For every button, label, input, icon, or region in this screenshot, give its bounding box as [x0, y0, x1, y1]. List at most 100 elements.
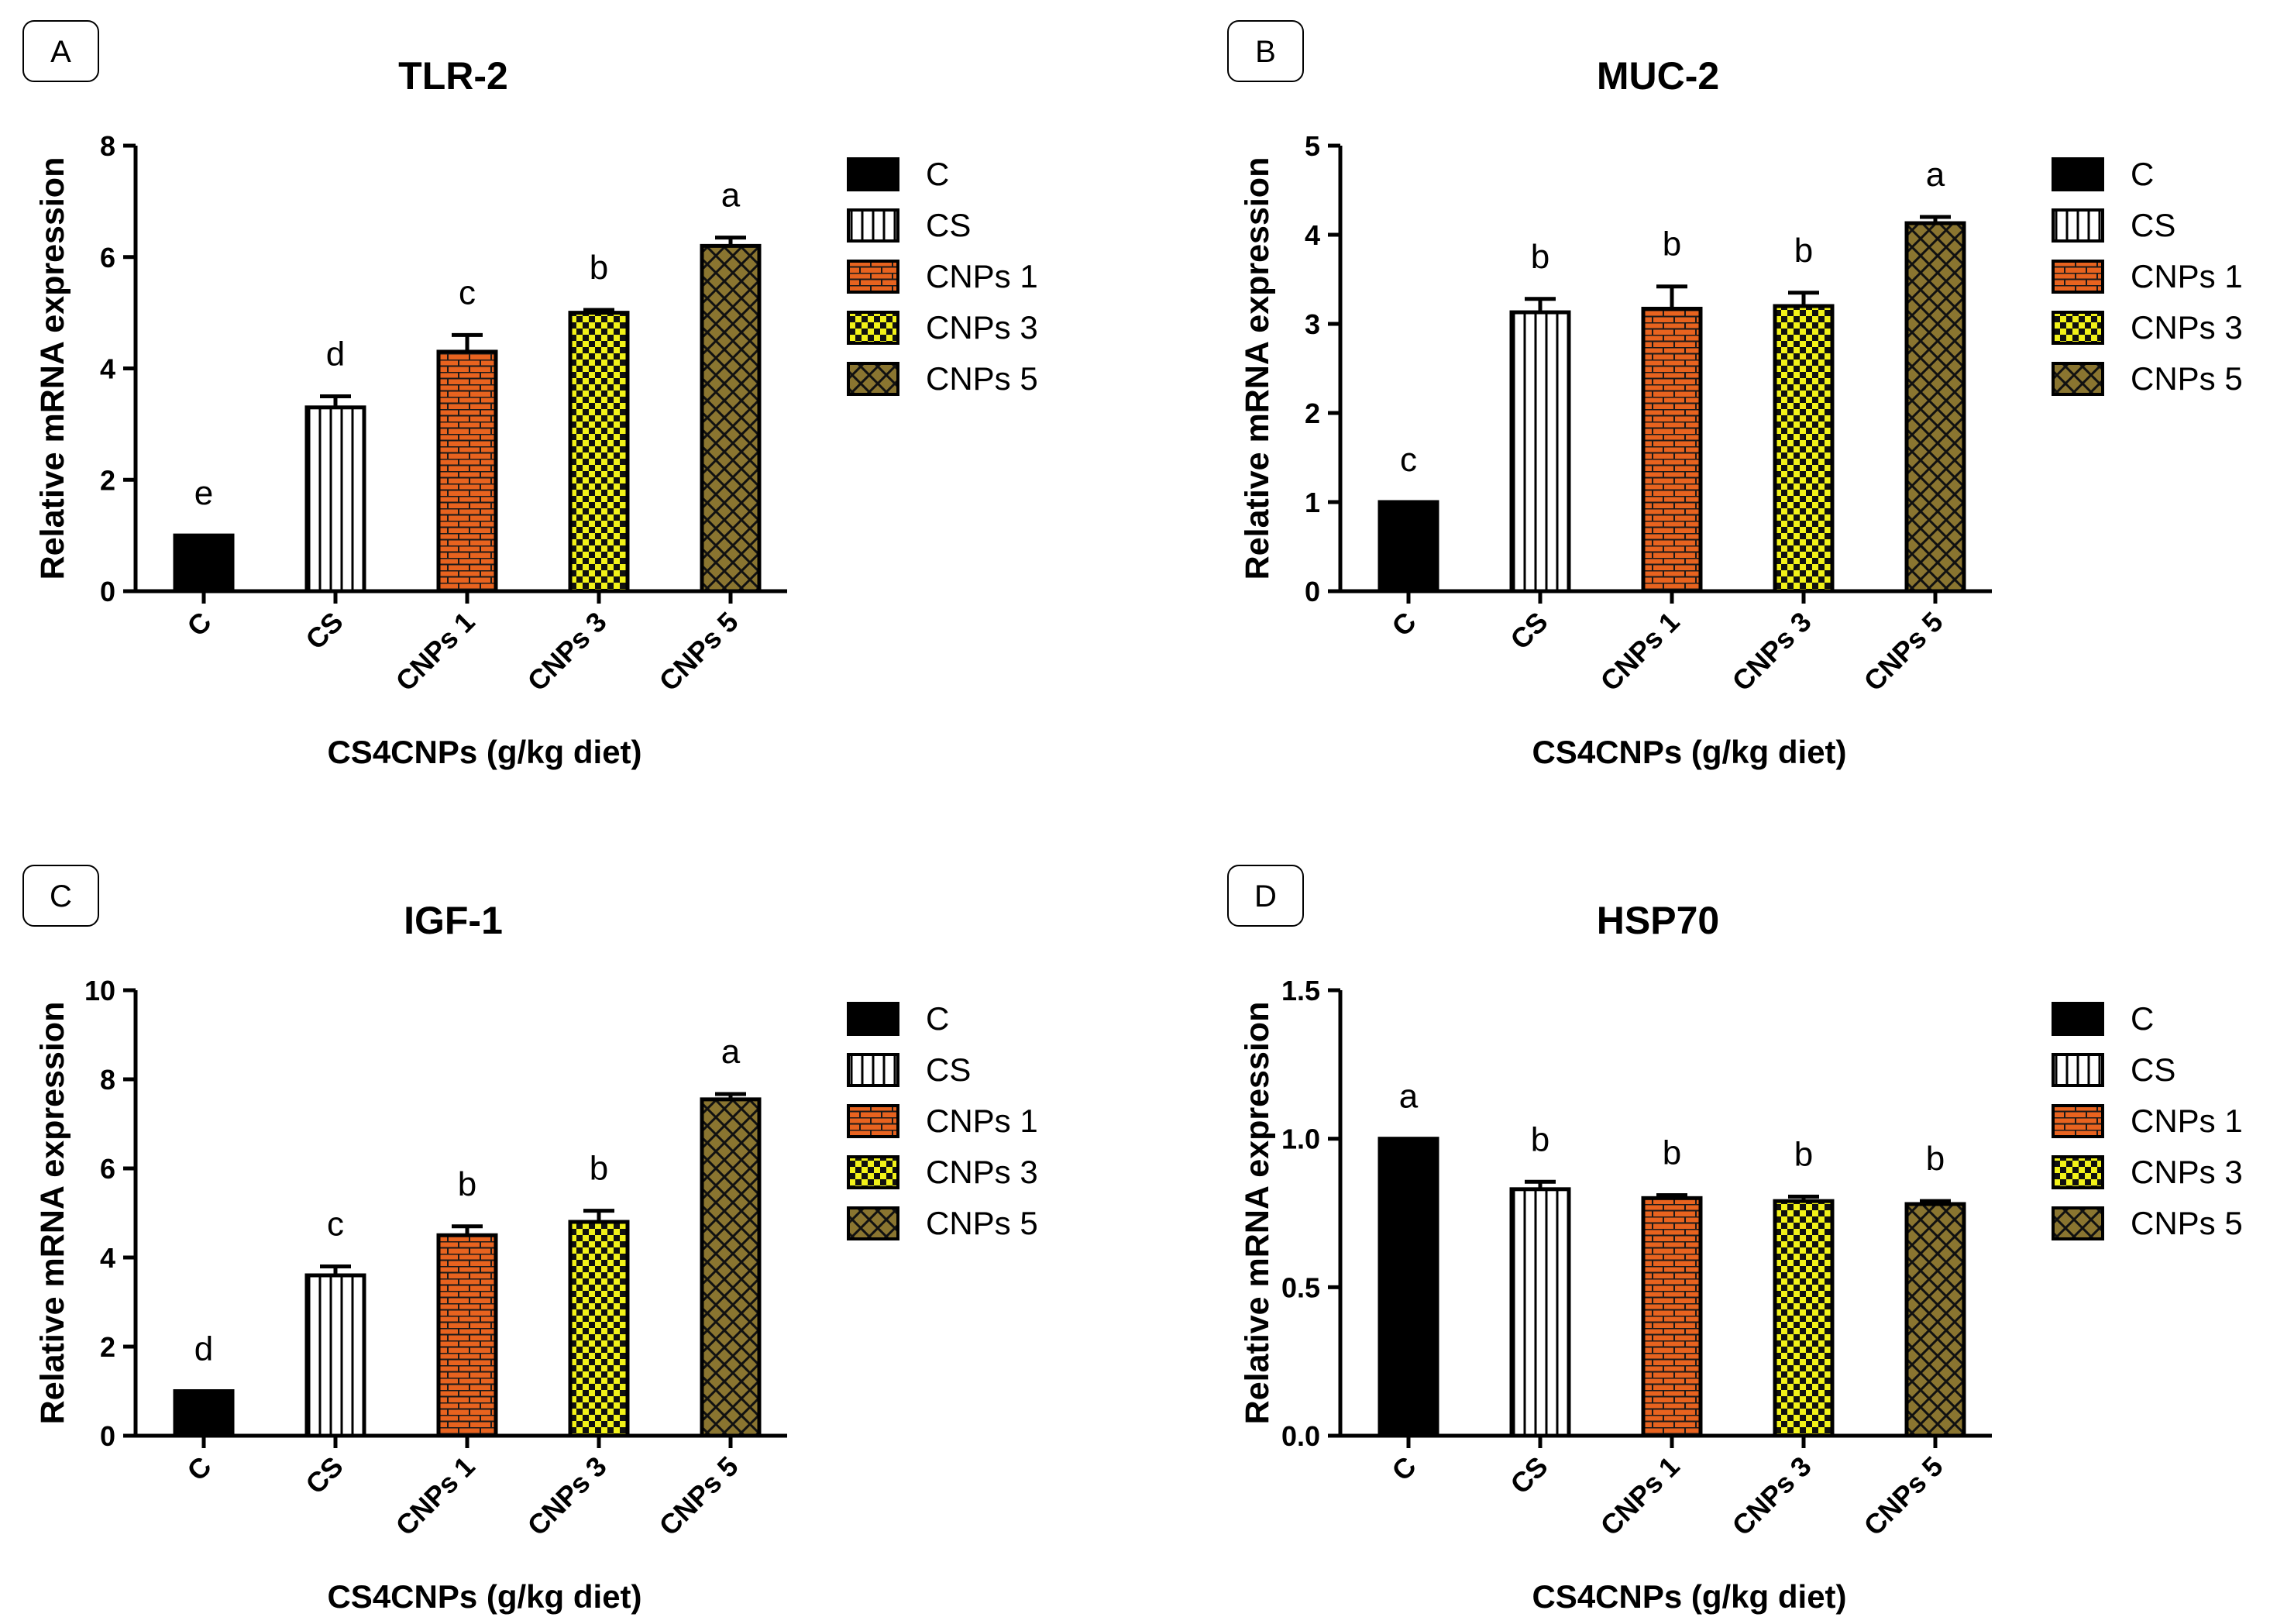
legend-label: CNPs 5 [926, 1205, 1038, 1241]
significance-letter: e [194, 474, 213, 512]
bar-cnps-3 [568, 1220, 630, 1438]
x-tick-label: CNPs 5 [1858, 606, 1949, 697]
bar-cnps-5 [700, 1097, 762, 1438]
legend-label: CS [2131, 1051, 2175, 1088]
chart-title: MUC-2 [1597, 54, 1719, 98]
y-tick-label: 0.0 [1281, 1420, 1320, 1452]
x-tick-label: CNPs 1 [390, 1450, 481, 1542]
x-tick-label: CNPs 3 [1726, 606, 1818, 697]
y-tick-label: 3 [1305, 308, 1320, 340]
x-tick-label: CNPs 3 [1726, 1450, 1818, 1542]
significance-letter: a [721, 177, 741, 215]
y-tick-label: 2 [100, 464, 115, 496]
panel-label-box [22, 20, 99, 82]
significance-letter: b [1794, 1135, 1813, 1173]
significance-letter: a [1926, 156, 1945, 194]
y-tick-label: 4 [100, 353, 115, 385]
significance-letter: b [1531, 1120, 1549, 1158]
bar-cs [1509, 1187, 1571, 1438]
significance-letter: b [1926, 1140, 1945, 1178]
bar-cnps-5 [700, 243, 762, 594]
chart-title: HSP70 [1597, 899, 1719, 942]
y-tick-label: 4 [100, 1242, 115, 1274]
legend-swatch [2052, 1155, 2104, 1189]
significance-letter: a [721, 1033, 741, 1071]
panel-label-box [1227, 865, 1304, 927]
y-tick-label: 0.5 [1281, 1271, 1320, 1303]
legend-label: CNPs 1 [926, 258, 1038, 294]
legend-label: CS [926, 207, 971, 243]
x-tick-label: CNPs 5 [653, 1450, 745, 1542]
panel-label: C [50, 879, 72, 914]
legend-label: CNPs 3 [926, 309, 1038, 346]
legend-swatch [847, 157, 899, 191]
x-tick-label: CS [1504, 1450, 1553, 1500]
legend-label: CS [926, 1051, 971, 1088]
legend-swatch [847, 1206, 899, 1240]
legend-swatch [2052, 1206, 2104, 1240]
legend-swatch [2052, 208, 2104, 243]
x-axis-title: CS4CNPs (g/kg diet) [327, 1578, 641, 1615]
significance-letter: d [194, 1330, 213, 1368]
panel-A: A TLR-2 0 2 4 6 8 Relative mRNA expression e Cd CS… [22, 20, 1038, 770]
x-tick-label: C [1385, 606, 1422, 642]
bar-cnps-1 [1641, 1196, 1703, 1438]
legend-swatch [847, 1053, 899, 1087]
y-tick-label: 6 [100, 242, 115, 274]
legend-swatch [847, 311, 899, 345]
legend: C CS CNPs 1 CNPs 3 CNPs 5 [847, 1000, 1038, 1241]
significance-letter: c [459, 274, 476, 311]
x-axis-title: CS4CNPs (g/kg diet) [327, 734, 641, 770]
y-tick-label: 1.0 [1281, 1123, 1320, 1155]
significance-letter: c [327, 1206, 344, 1244]
significance-letter: b [590, 249, 608, 287]
y-tick-label: 1 [1305, 487, 1320, 518]
x-tick-label: C [181, 606, 217, 642]
bar-cs [304, 1273, 366, 1438]
legend-label: C [2131, 1000, 2154, 1037]
bar-c [173, 533, 235, 594]
y-axis-title: Relative mRNA expression [1239, 157, 1276, 580]
legend-swatch [2052, 1104, 2104, 1138]
legend-swatch [2052, 362, 2104, 396]
panel-B: B MUC-2 0 1 2 3 4 5 Relative mRNA expression c Cb C… [1227, 20, 2243, 770]
legend-label: CNPs 1 [926, 1103, 1038, 1139]
panel-label: A [50, 35, 71, 69]
legend-label: CNPs 1 [2131, 1103, 2243, 1139]
significance-letter: a [1399, 1078, 1419, 1116]
legend-label: CNPs 3 [2131, 1154, 2243, 1190]
legend-swatch [847, 1155, 899, 1189]
x-tick-label: CNPs 1 [1594, 606, 1686, 697]
panel-label-box [1227, 20, 1304, 82]
panel-C: C IGF-1 0 2 4 6 8 10 Relative mRNA expression d Cc… [22, 865, 1038, 1615]
y-tick-label: 0 [100, 576, 115, 607]
legend-swatch [847, 362, 899, 396]
x-tick-label: CNPs 5 [653, 606, 745, 697]
significance-letter: b [1663, 225, 1681, 263]
legend-swatch [2052, 1053, 2104, 1087]
legend-swatch [2052, 157, 2104, 191]
significance-letter: c [1400, 441, 1417, 479]
significance-letter: b [1663, 1134, 1681, 1172]
x-tick-label: CS [299, 1450, 349, 1500]
significance-letter: b [1531, 238, 1549, 276]
y-tick-label: 0 [100, 1420, 115, 1452]
x-tick-label: CNPs 1 [1594, 1450, 1686, 1542]
bar-cs [1509, 310, 1571, 594]
significance-letter: b [458, 1165, 476, 1203]
legend-swatch [2052, 1002, 2104, 1036]
significance-letter: b [590, 1150, 608, 1188]
significance-letter: b [1794, 232, 1813, 270]
y-tick-label: 2 [1305, 397, 1320, 429]
legend-label: CNPs 5 [2131, 360, 2243, 397]
bar-cnps-3 [568, 311, 630, 594]
legend-swatch [847, 1002, 899, 1036]
legend: C CS CNPs 1 CNPs 3 CNPs 5 [847, 156, 1038, 397]
legend-label: CNPs 3 [926, 1154, 1038, 1190]
bar-cnps-1 [436, 349, 498, 594]
bar-cnps-1 [1641, 306, 1703, 594]
y-axis-title: Relative mRNA expression [34, 157, 71, 580]
legend-swatch [847, 208, 899, 243]
